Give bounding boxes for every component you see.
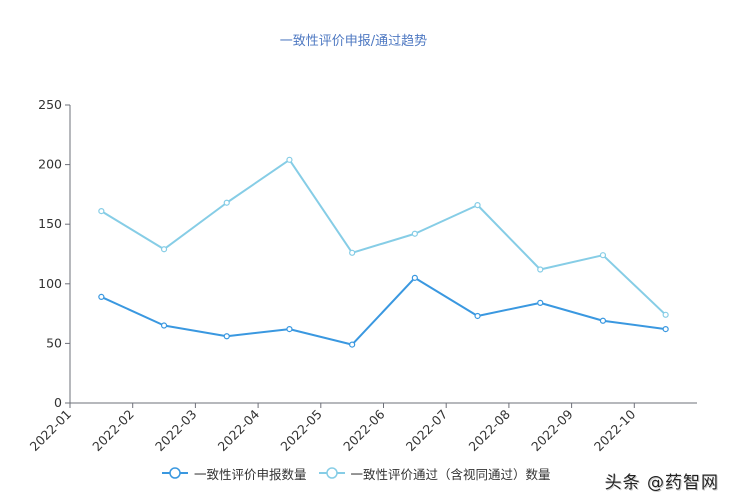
data-point[interactable] [223, 199, 230, 206]
x-tick-label: 2022-04 [215, 406, 263, 454]
data-point[interactable] [349, 249, 356, 256]
series-line [100, 276, 666, 346]
data-point[interactable] [411, 230, 418, 237]
legend-label: 一致性评价申报数量 [194, 466, 307, 482]
legend-item-submissions[interactable]: 一致性评价申报数量 [162, 464, 307, 483]
x-tick-label: 2022-05 [277, 407, 325, 455]
data-point[interactable] [474, 312, 481, 320]
legend-item-approvals[interactable]: 一致性评价通过（含视同通过）数量 [318, 464, 551, 483]
data-point[interactable] [286, 325, 293, 333]
data-point[interactable] [662, 325, 669, 333]
chart-title: 一致性评价申报/通过趋势 [279, 34, 428, 49]
y-tick-label: 250 [38, 97, 62, 112]
line-circle-icon [162, 467, 188, 479]
x-tick-label: 2022-03 [152, 407, 200, 455]
x-tick-label: 2022-10 [591, 406, 639, 454]
x-tick-label: 2022-06 [340, 406, 388, 454]
y-tick-label: 100 [38, 276, 62, 291]
line-circle-icon [318, 467, 345, 479]
legend-label: 一致性评价通过（含视同通过）数量 [350, 466, 551, 482]
series-approvals [98, 156, 669, 318]
data-point[interactable] [98, 293, 105, 301]
data-point[interactable] [223, 333, 230, 340]
data-point[interactable] [537, 299, 544, 306]
data-point[interactable] [411, 274, 418, 281]
data-point[interactable] [160, 322, 168, 329]
x-tick-label: 2022-01 [27, 407, 75, 455]
series-layer [98, 156, 669, 348]
data-point[interactable] [599, 317, 607, 324]
series-submissions [98, 274, 669, 348]
data-point[interactable] [98, 207, 105, 215]
y-tick-label: 200 [38, 157, 62, 172]
y-axis: 0 50 100 150 200 250 [38, 97, 71, 410]
watermark: 头条 @药智网 [604, 473, 719, 493]
data-point[interactable] [349, 341, 356, 348]
series-line [100, 158, 667, 316]
y-tick-label: 150 [38, 216, 62, 231]
x-tick-label: 2022-02 [89, 407, 137, 455]
data-point[interactable] [160, 246, 168, 253]
y-tick-label: 50 [46, 335, 62, 350]
x-tick-label: 2022-08 [465, 406, 513, 454]
data-point[interactable] [537, 266, 544, 273]
data-point[interactable] [474, 202, 481, 209]
x-tick-label: 2022-09 [528, 406, 576, 454]
y-tick-label: 0 [54, 395, 62, 410]
data-point[interactable] [662, 311, 669, 318]
x-tick-label: 2022-07 [403, 407, 451, 455]
data-point[interactable] [286, 156, 293, 163]
legend: 一致性评价申报数量 一致性评价通过（含视同通过）数量 [162, 463, 563, 483]
data-point[interactable] [599, 252, 607, 259]
x-axis: 2022-01 2022-02 2022-03 2022-04 2022-05 2022-… [27, 402, 697, 455]
